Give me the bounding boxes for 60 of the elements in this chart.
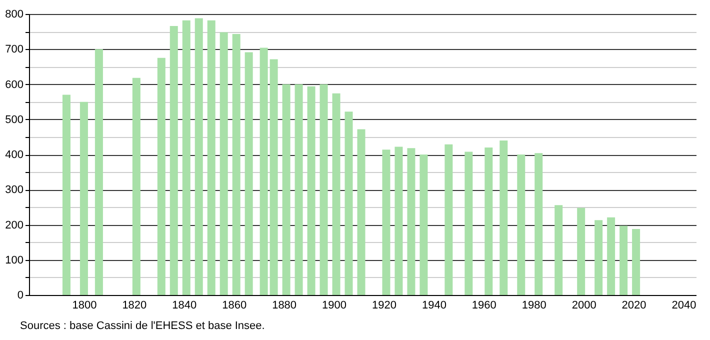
bar bbox=[182, 20, 190, 295]
source-note: Sources : base Cassini de l'EHESS et base Insee. bbox=[20, 320, 266, 333]
bar bbox=[420, 154, 428, 295]
y-tick-label: 100 bbox=[5, 254, 24, 266]
bar bbox=[307, 86, 316, 295]
x-tick-label: 1820 bbox=[122, 300, 147, 312]
bar bbox=[594, 220, 603, 295]
y-tick-label: 700 bbox=[5, 44, 24, 56]
bar bbox=[232, 34, 240, 295]
bar bbox=[270, 59, 278, 295]
y-tick-label: 0 bbox=[17, 290, 24, 302]
bar bbox=[500, 140, 508, 295]
bar bbox=[620, 226, 628, 295]
bar bbox=[607, 217, 616, 295]
x-tick-label: 2000 bbox=[572, 300, 596, 312]
bar bbox=[94, 49, 103, 295]
bar bbox=[194, 18, 203, 295]
bar bbox=[220, 32, 228, 295]
bar bbox=[344, 112, 353, 295]
x-tick-label: 1900 bbox=[322, 300, 347, 312]
x-tick-label: 1860 bbox=[222, 300, 247, 312]
bar bbox=[207, 20, 216, 295]
bar bbox=[62, 94, 70, 295]
y-tick-label: 300 bbox=[5, 184, 24, 196]
bar bbox=[244, 52, 253, 295]
bar bbox=[357, 129, 366, 295]
bar bbox=[484, 147, 493, 295]
bar bbox=[534, 153, 543, 295]
bar bbox=[170, 26, 178, 295]
y-tick-label: 800 bbox=[5, 8, 24, 20]
x-tick-label: 1800 bbox=[72, 300, 97, 312]
x-tick-label: 1880 bbox=[272, 300, 297, 312]
bar bbox=[282, 84, 290, 295]
y-tick-label: 600 bbox=[5, 78, 24, 91]
x-tick-label: 1840 bbox=[172, 300, 197, 312]
bar bbox=[294, 84, 303, 295]
bar bbox=[444, 144, 453, 295]
x-tick-label: 1960 bbox=[472, 300, 496, 312]
bar bbox=[80, 102, 88, 295]
x-tick-label: 1940 bbox=[422, 300, 446, 312]
y-tick-label: 500 bbox=[5, 114, 24, 126]
x-tick-label: 1920 bbox=[372, 300, 396, 312]
y-tick-label: 400 bbox=[5, 149, 24, 161]
bar bbox=[260, 48, 268, 295]
bar bbox=[382, 150, 390, 295]
bar bbox=[632, 228, 640, 295]
bar bbox=[407, 148, 416, 295]
bar bbox=[132, 78, 140, 295]
bar bbox=[394, 146, 403, 295]
x-tick-label: 2040 bbox=[672, 300, 696, 312]
bar bbox=[464, 152, 473, 295]
bar bbox=[577, 208, 586, 295]
x-tick-label: 2020 bbox=[622, 300, 646, 312]
bar bbox=[517, 154, 526, 295]
x-tick-label: 1980 bbox=[522, 300, 546, 312]
bar bbox=[332, 93, 340, 295]
bar bbox=[554, 205, 563, 295]
bar bbox=[320, 84, 328, 295]
bar bbox=[157, 58, 166, 295]
y-tick-label: 200 bbox=[5, 219, 24, 232]
